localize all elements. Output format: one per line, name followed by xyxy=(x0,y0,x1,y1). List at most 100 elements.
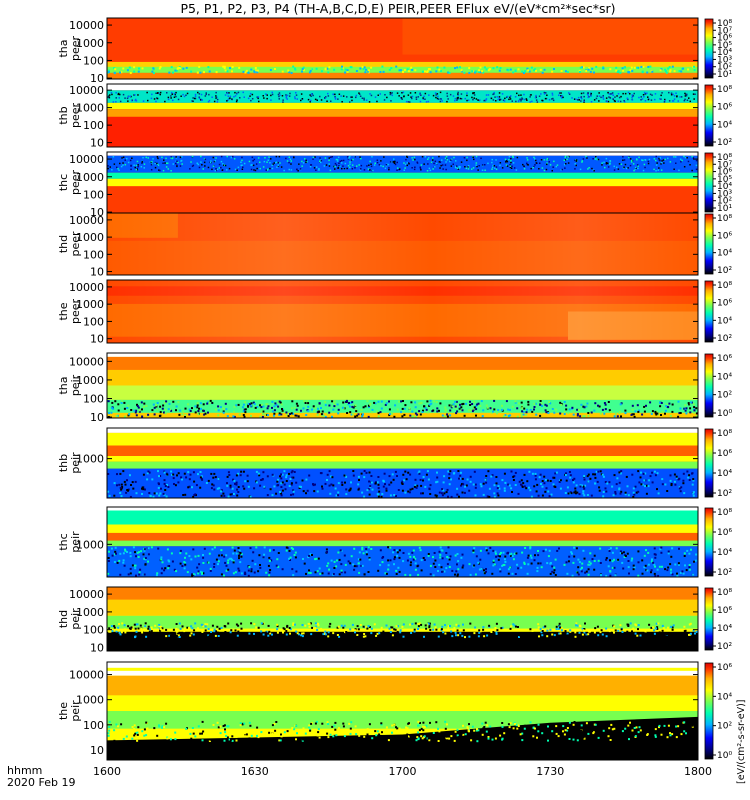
noise-cell xyxy=(473,632,476,635)
noise-cell xyxy=(334,96,337,99)
noise-cell xyxy=(529,547,532,550)
noise-cell xyxy=(296,404,299,407)
noise-cell xyxy=(124,631,127,634)
noise-cell xyxy=(587,480,590,483)
noise-cell xyxy=(231,739,234,742)
noise-cell xyxy=(479,483,482,486)
noise-cell xyxy=(695,164,698,167)
noise-cell xyxy=(474,626,477,629)
noise-cell xyxy=(254,169,257,172)
noise-cell xyxy=(187,471,190,474)
noise-cell xyxy=(268,571,271,574)
noise-cell xyxy=(587,414,590,417)
noise-cell xyxy=(306,635,309,638)
noise-cell xyxy=(536,101,539,103)
noise-cell xyxy=(306,400,309,403)
noise-cell xyxy=(223,635,226,638)
noise-cell xyxy=(679,571,682,574)
noise-cell xyxy=(173,96,176,98)
noise-cell xyxy=(504,97,506,100)
noise-cell xyxy=(211,483,214,486)
noise-cell xyxy=(615,66,618,69)
noise-cell xyxy=(354,156,356,158)
noise-cell xyxy=(380,723,383,726)
noise-cell xyxy=(529,628,532,631)
noise-cell xyxy=(511,100,513,102)
noise-cell xyxy=(256,726,259,729)
y-tick-label: 10000 xyxy=(69,84,104,97)
noise-cell xyxy=(463,71,466,74)
noise-cell xyxy=(177,632,180,635)
noise-cell xyxy=(583,628,586,630)
noise-cell xyxy=(159,414,162,417)
noise-cell xyxy=(632,487,635,490)
colorbar-tick-label: 10² xyxy=(717,489,732,499)
noise-cell xyxy=(580,100,582,102)
noise-cell xyxy=(156,156,159,158)
noise-cell xyxy=(349,562,352,565)
noise-cell xyxy=(368,404,370,407)
noise-cell xyxy=(672,100,675,102)
noise-cell xyxy=(535,159,537,162)
noise-cell xyxy=(644,100,647,102)
noise-cell xyxy=(310,633,313,636)
noise-cell xyxy=(398,400,400,403)
noise-cell xyxy=(434,92,437,94)
noise-cell xyxy=(334,165,336,168)
noise-cell xyxy=(158,475,160,478)
noise-cell xyxy=(579,70,581,73)
noise-cell xyxy=(626,630,629,633)
noise-cell xyxy=(404,167,406,169)
noise-cell xyxy=(632,564,635,567)
noise-cell xyxy=(304,158,306,160)
noise-cell xyxy=(407,162,410,164)
noise-cell xyxy=(243,487,246,490)
noise-cell xyxy=(143,557,146,560)
noise-cell xyxy=(201,720,204,723)
noise-cell xyxy=(684,98,686,101)
noise-cell xyxy=(559,487,562,490)
noise-cell xyxy=(285,474,288,477)
noise-cell xyxy=(113,739,116,742)
noise-cell xyxy=(536,566,539,569)
noise-cell xyxy=(354,167,356,169)
noise-cell xyxy=(489,725,492,728)
noise-cell xyxy=(192,471,195,474)
noise-cell xyxy=(436,480,439,483)
noise-cell xyxy=(146,472,149,475)
noise-cell xyxy=(650,569,653,572)
noise-cell xyxy=(633,92,635,95)
noise-cell xyxy=(225,554,228,557)
noise-cell xyxy=(385,402,388,405)
noise-cell xyxy=(694,93,696,95)
noise-cell xyxy=(511,555,514,558)
noise-cell xyxy=(494,96,496,98)
noise-cell xyxy=(143,549,146,552)
noise-cell xyxy=(317,557,320,560)
noise-cell xyxy=(440,164,442,167)
noise-cell xyxy=(655,159,657,162)
noise-cell xyxy=(604,403,607,406)
noise-cell xyxy=(208,401,211,404)
noise-cell xyxy=(310,99,312,102)
noise-cell xyxy=(132,546,135,549)
noise-cell xyxy=(165,162,168,164)
noise-cell xyxy=(644,479,647,482)
noise-cell xyxy=(118,623,120,625)
noise-cell xyxy=(522,413,525,416)
noise-cell xyxy=(185,94,187,96)
noise-cell xyxy=(381,561,384,564)
noise-cell xyxy=(159,411,162,414)
noise-cell xyxy=(644,730,647,733)
noise-cell xyxy=(566,572,569,575)
noise-cell xyxy=(441,100,443,102)
noise-cell xyxy=(136,731,139,734)
noise-cell xyxy=(682,472,685,475)
noise-cell xyxy=(341,101,343,103)
noise-cell xyxy=(614,412,617,415)
noise-cell xyxy=(544,490,547,493)
noise-cell xyxy=(213,563,216,565)
noise-cell xyxy=(341,159,343,162)
noise-cell xyxy=(357,475,360,478)
noise-cell xyxy=(190,70,193,73)
